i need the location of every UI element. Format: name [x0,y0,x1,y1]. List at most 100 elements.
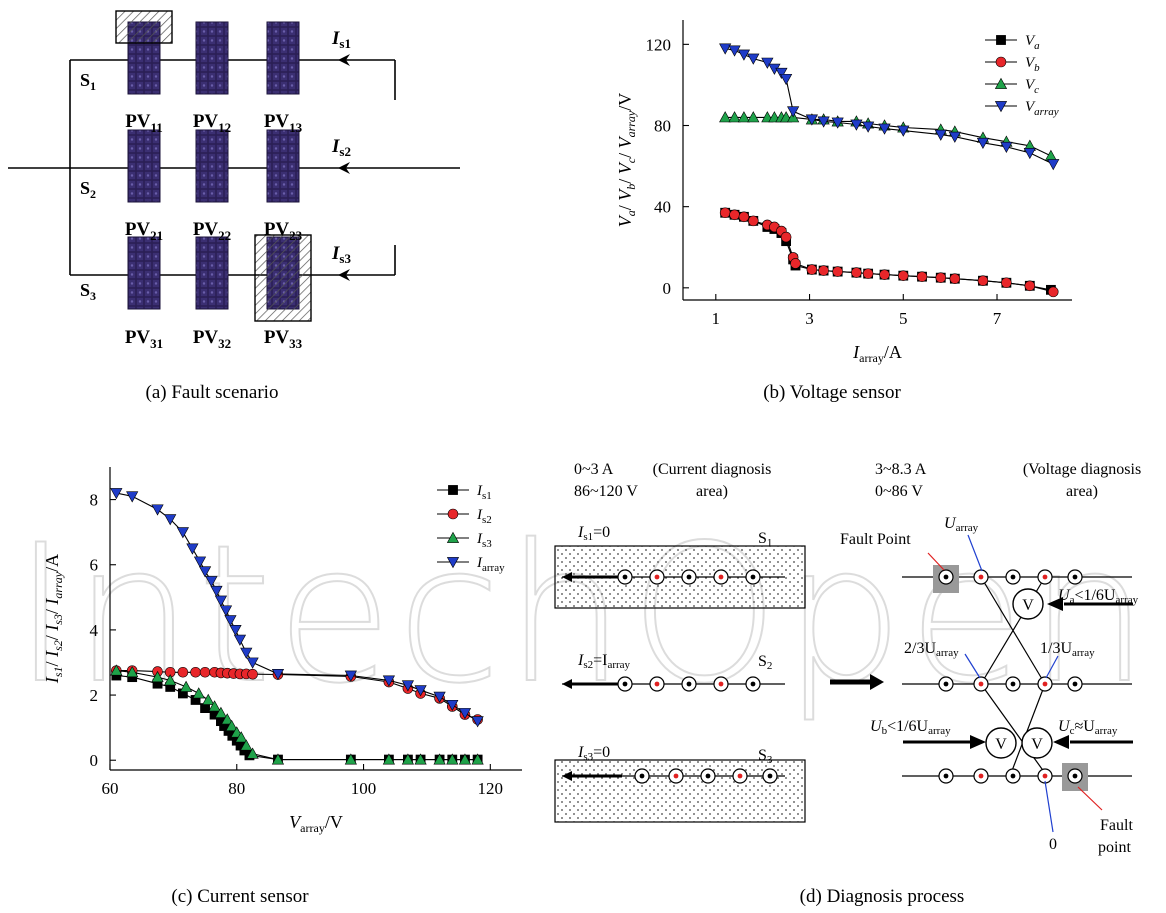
x-tick-label: 5 [899,309,908,328]
x-tick-label: 100 [351,779,377,798]
legend-marker [446,531,460,543]
y-tick-label: 8 [90,491,99,510]
point-varray [934,129,947,141]
pv-module-pv31 [127,236,161,310]
point-is3 [344,753,357,765]
point-vc [747,111,760,123]
point-iarray [193,556,207,568]
voltmeter-b: V [985,727,1017,759]
pv-label-pv12: PV12 [193,111,231,135]
point-vc [1044,149,1058,161]
legend-marker [448,485,458,495]
node-right-mid-2-dot [1010,681,1016,687]
pv-module-pv22 [195,129,229,203]
point-iarray [471,716,484,728]
point-is3 [240,739,253,751]
node-right-bot-1-dot [978,773,984,779]
point-iarray [382,675,395,687]
current-label-is1: Is1 [331,28,351,51]
legend-marker [994,101,1008,113]
legend-marker [446,557,460,569]
transition-arrow [830,674,884,690]
point-vb [818,265,829,276]
node-left-s3-4-dot [767,773,773,779]
is2-label: Is2=Iarray [577,652,631,671]
point-vb [832,266,843,277]
y-tick-label: 80 [654,117,671,136]
current-label-is3: Is3 [331,243,351,266]
svg-text:V: V [995,736,1007,753]
pv-module-pv32 [195,236,229,310]
node-left-s2-1-dot [654,681,660,687]
node-right-mid-4-dot [1072,681,1078,687]
y-tick-label: 120 [646,35,672,54]
pv-label-pv31: PV31 [125,327,163,351]
point-is3 [446,753,459,765]
point-is2 [247,668,258,680]
point-varray [728,45,741,57]
point-iarray [458,708,472,720]
node-left-s1-1-dot [654,574,660,580]
node-left-s3-3-dot [737,773,743,779]
node-right-top-0-dot [943,574,949,580]
point-vb [719,207,731,219]
point-iarray [233,634,247,646]
node-left-s3-0-dot [639,773,645,779]
one-third-label: 1/3Uarray [1040,640,1095,659]
diagnosis-process-diagram: 0~3 A 86~120 V (Current diagnosis area) … [554,461,1141,856]
point-is3 [382,753,395,765]
pv-label-pv33: PV33 [264,327,303,351]
pv-label-pv23: PV23 [264,219,303,243]
voltage-area-label-1: (Voltage diagnosis [1023,461,1141,478]
point-is3 [126,666,139,678]
s1-label: S1 [758,530,772,549]
point-is2 [199,666,211,678]
point-varray [1023,147,1036,160]
shade-overlay-pv33 [254,234,312,322]
pv-label-pv11: PV11 [125,111,163,135]
point-is3 [458,753,472,765]
caption-a: (a) Fault scenario [146,382,279,403]
y-axis-label: Is1/ Is2/ Is3/ Iarray/A [42,554,65,684]
point-varray [976,137,990,149]
caption-d: (d) Diagnosis process [800,886,965,907]
point-vb [935,272,947,283]
point-vb [748,215,759,227]
point-vb [790,258,801,269]
point-vb [1047,286,1059,298]
point-iarray [198,566,212,578]
point-vb [862,268,874,279]
point-vb [1001,277,1012,289]
point-iarray [151,504,164,516]
point-varray [831,117,844,129]
node-left-s1-0-dot [622,574,628,580]
point-vb [1024,280,1036,292]
point-varray [775,67,788,79]
x-axis-label: Iarray/A [852,342,902,365]
node-right-mid-3-dot [1042,681,1048,687]
point-varray [737,49,751,61]
series-line-varray [725,47,1054,165]
point-iarray [433,691,446,703]
point-vb [851,267,862,278]
point-vb [729,209,740,221]
point-is3 [414,753,427,765]
point-vb [806,264,818,275]
is3-label: Is3=0 [577,744,610,763]
point-is2 [190,666,201,678]
point-varray [817,116,830,128]
point-vb [738,211,750,223]
node-right-top-2-dot [1010,574,1016,580]
ua-condition-label: Ua<1/6Uarray [1058,587,1139,606]
x-tick-label: 120 [478,779,504,798]
point-is3 [271,753,285,765]
point-is3 [208,700,221,712]
y-tick-label: 2 [90,686,99,705]
fault-point-bottom-label-2: point [1098,839,1131,856]
point-vb [897,270,909,281]
current-area-label-2: area) [696,483,728,500]
pv-module-pv12 [195,21,229,95]
legend-label-vc: Vc [1025,77,1039,96]
current-area-range-a: 0~3 A [574,461,614,478]
